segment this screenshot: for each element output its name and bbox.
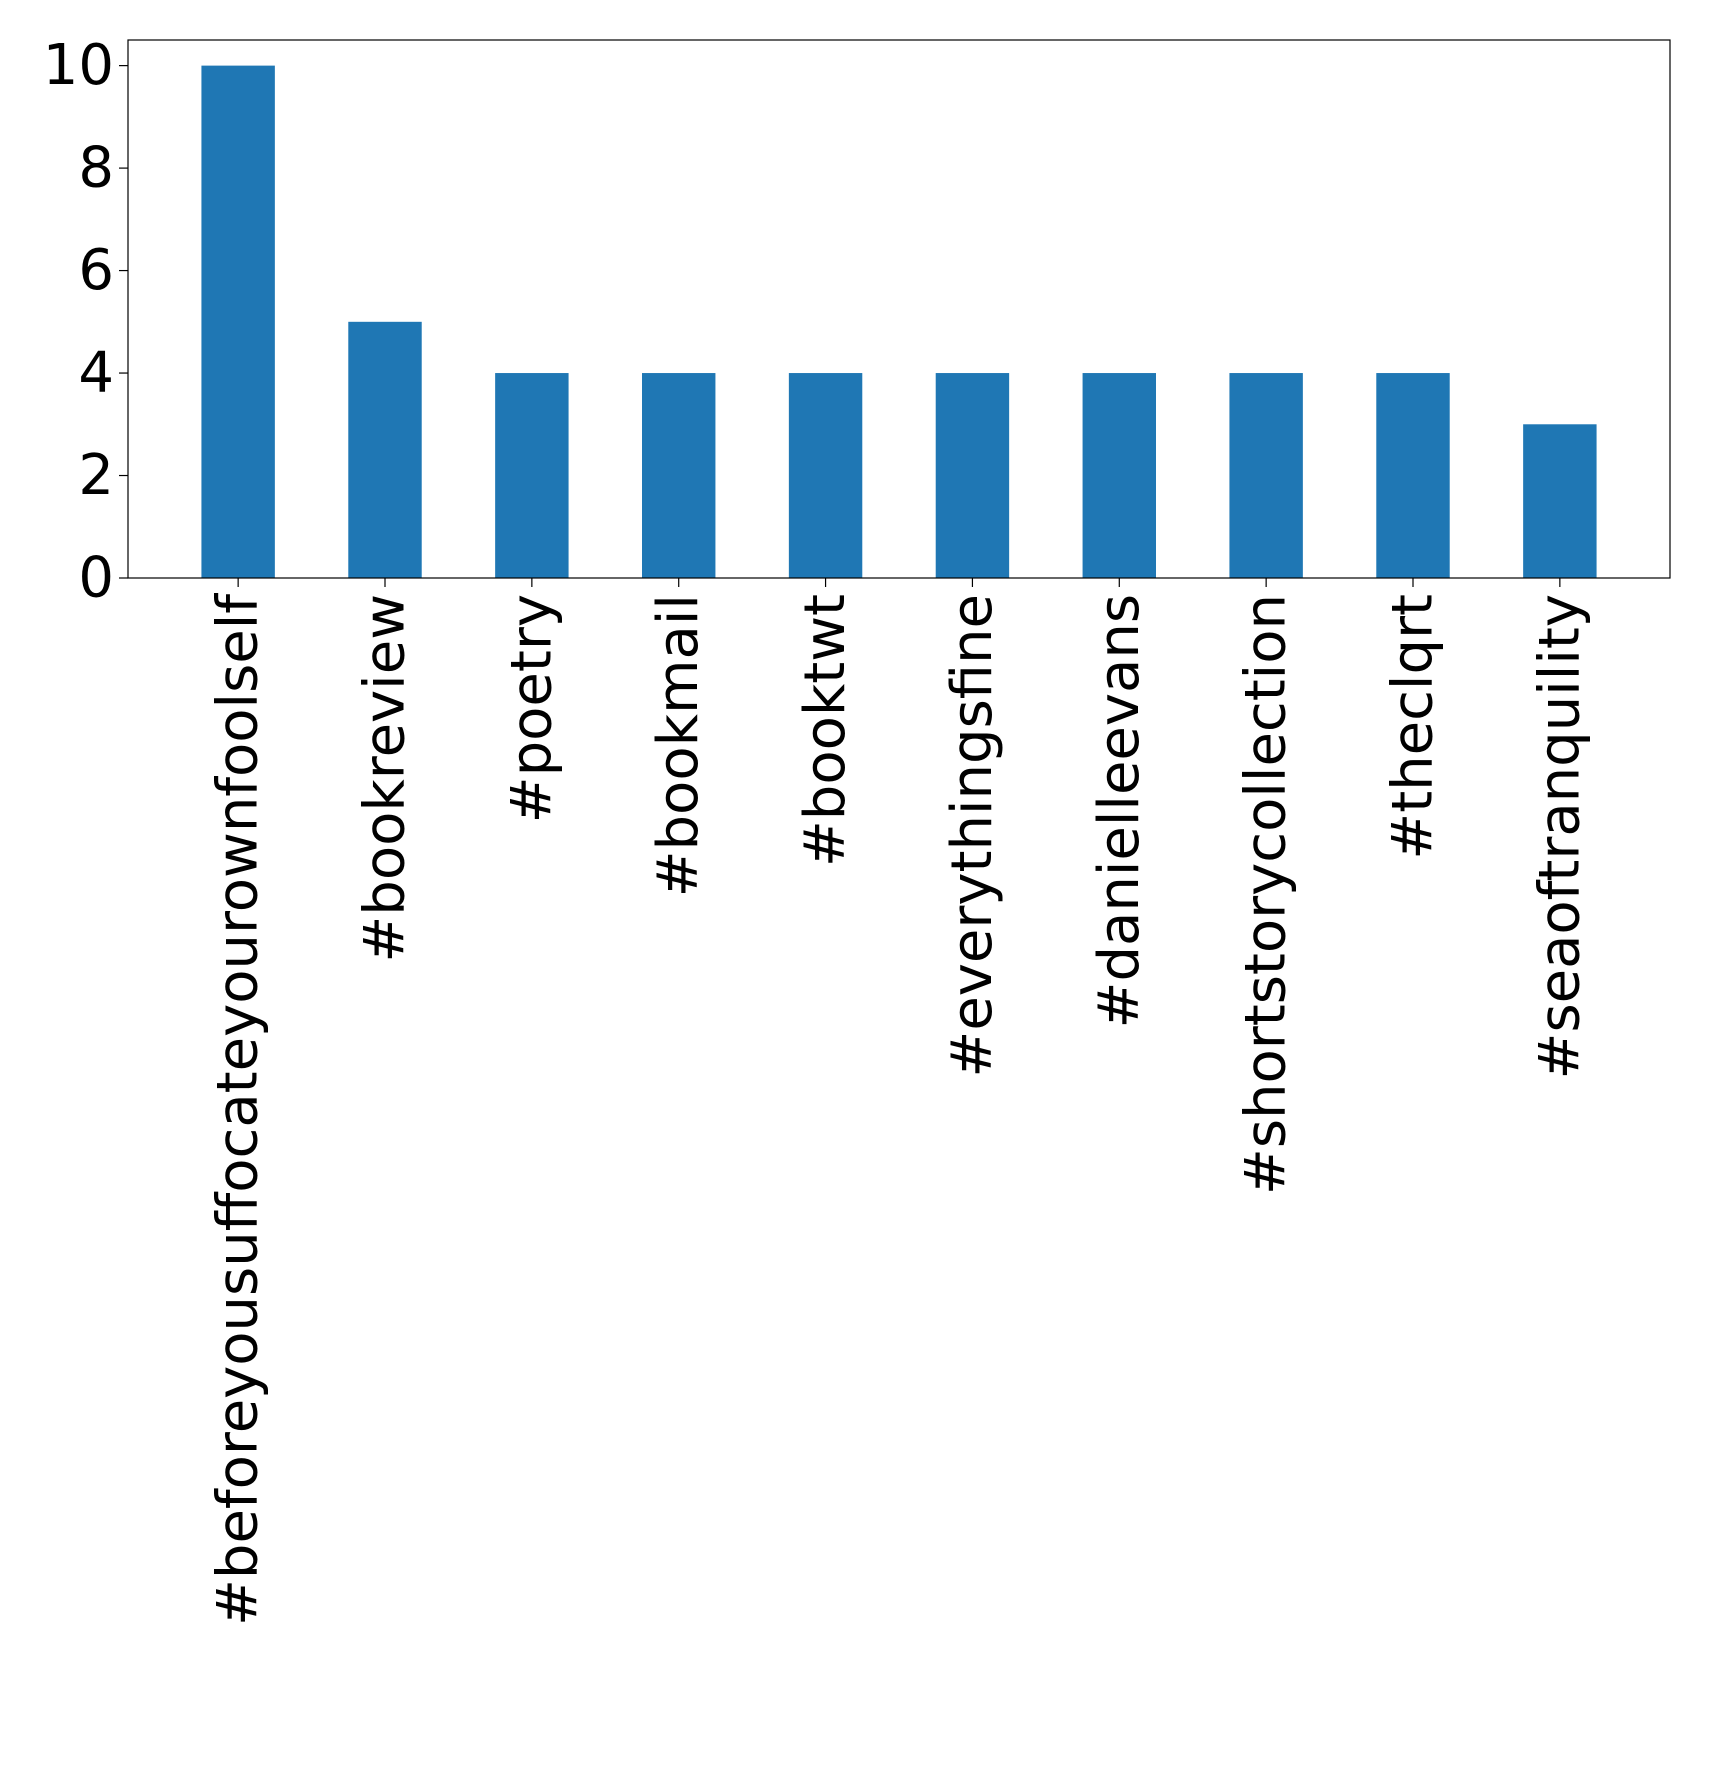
- x-tick-label: #everythingsfine: [940, 594, 1005, 1078]
- bars-group: [201, 65, 1597, 579]
- y-tick-label: 6: [78, 238, 114, 303]
- bar-bookmail: [642, 373, 716, 578]
- bar-bookreview: [348, 321, 422, 578]
- x-tick-label: #booktwt: [793, 594, 858, 867]
- y-tick-label: 0: [78, 546, 114, 611]
- x-tick-label: #bookmail: [646, 594, 711, 897]
- bar-beforeyousuffocateyourownfoolself: [201, 65, 275, 579]
- plot-frame: [127, 39, 1671, 579]
- x-tick-label: #danielleevans: [1087, 594, 1152, 1028]
- y-tick-label: 10: [43, 33, 114, 98]
- bar-theclqrt: [1376, 373, 1450, 578]
- bar-seaoftranquility: [1523, 424, 1597, 578]
- x-axis: #beforeyousuffocateyourownfoolself #bookr…: [206, 578, 1592, 1626]
- bar-booktwt: [788, 373, 863, 578]
- x-tick-label: #theclqrt: [1381, 594, 1446, 860]
- bar-shortstorycollection: [1229, 373, 1303, 578]
- x-tick-label: #shortstorycollection: [1234, 594, 1299, 1195]
- y-axis: 0 2 4 6 8 10: [43, 33, 128, 611]
- y-tick-label: 4: [78, 341, 114, 406]
- y-tick-label: 8: [78, 136, 114, 201]
- bar-danielleevans: [1082, 373, 1156, 578]
- x-tick-label: #beforeyousuffocateyourownfoolself: [206, 593, 271, 1626]
- bar-everythingsfine: [935, 373, 1010, 578]
- x-tick-label: #bookreview: [353, 594, 418, 963]
- y-tick-label: 2: [78, 443, 114, 508]
- x-tick-label: #poetry: [499, 594, 564, 823]
- x-tick-label: #seaoftranquility: [1527, 594, 1592, 1079]
- bar-poetry: [495, 373, 569, 578]
